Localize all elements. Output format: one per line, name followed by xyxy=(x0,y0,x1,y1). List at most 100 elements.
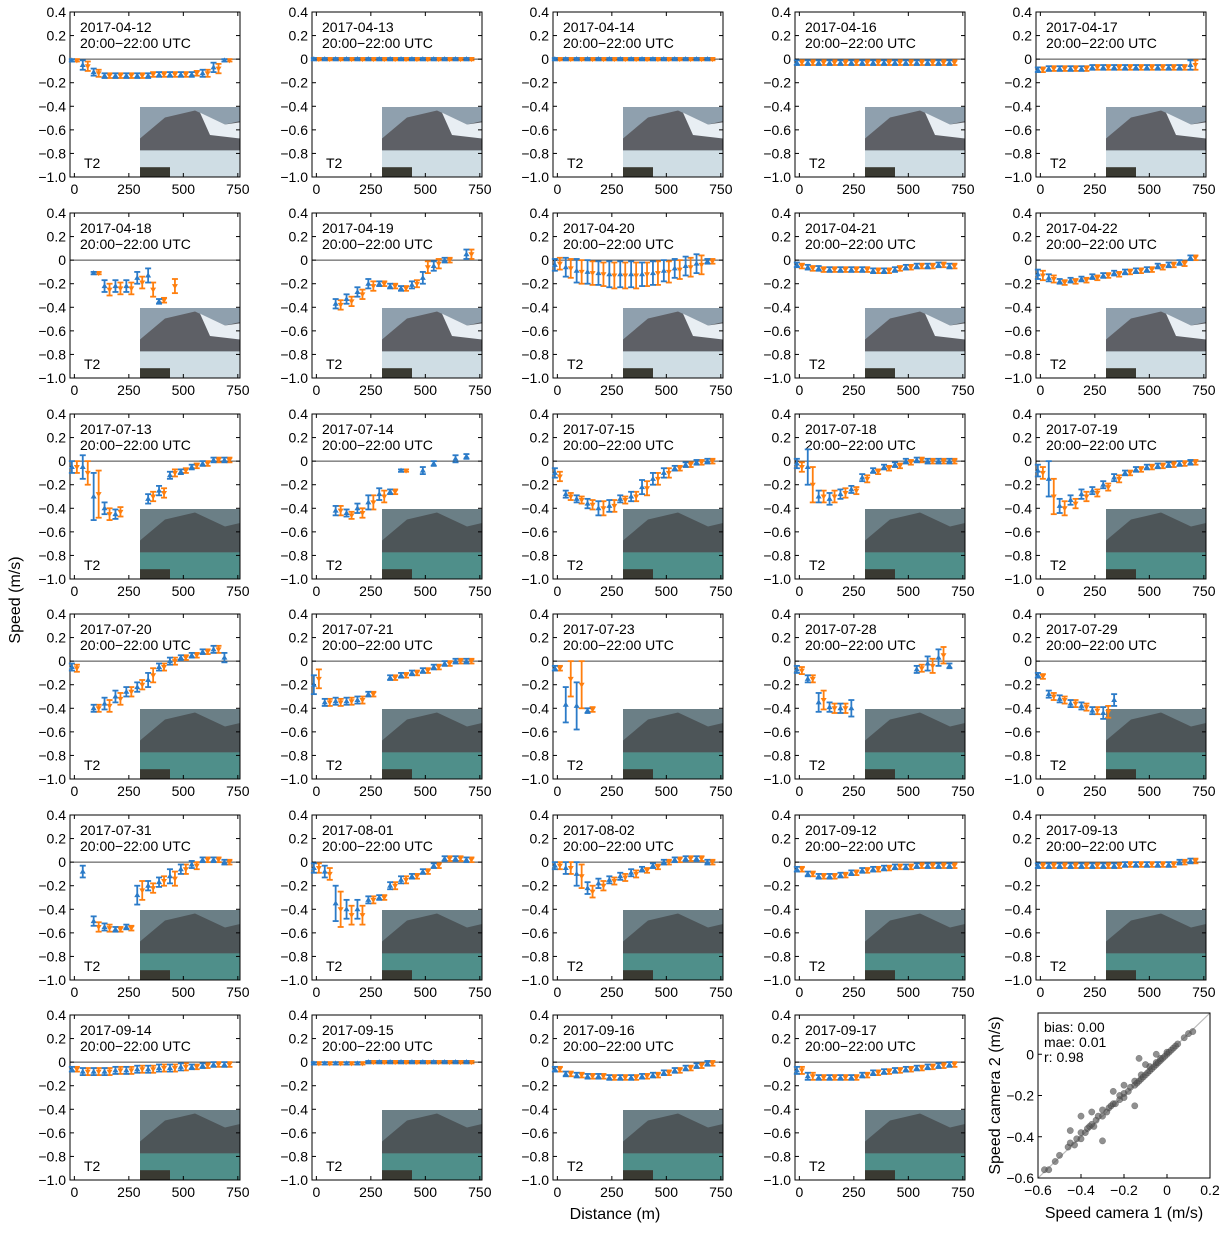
x-tick-label: 0 xyxy=(312,382,320,398)
camera2-marker xyxy=(886,60,893,66)
camera1-marker xyxy=(573,495,580,501)
camera2-marker xyxy=(698,460,705,466)
camera1-marker xyxy=(946,1061,953,1067)
camera2-marker xyxy=(1083,494,1090,500)
camera2-marker xyxy=(446,661,453,667)
camera1-marker xyxy=(1122,268,1129,274)
y-tick-label: 0.4 xyxy=(772,807,792,823)
x-tick-label: 250 xyxy=(117,783,141,799)
camera2-marker xyxy=(864,60,871,66)
camera1-marker xyxy=(1045,65,1052,71)
x-tick-label: 500 xyxy=(414,181,438,197)
camera2-marker xyxy=(161,879,168,884)
inset-photo-mountain xyxy=(623,512,723,553)
camera2-marker xyxy=(446,258,453,264)
y-tick-label: 0.2 xyxy=(47,831,67,847)
camera1-marker xyxy=(1056,862,1063,868)
inset-photo-rocks xyxy=(382,569,412,579)
scatter-point xyxy=(1120,1094,1128,1102)
inset-photo-mountain xyxy=(382,913,482,954)
panel-date: 2017-07-14 xyxy=(322,421,394,437)
panel-time-window: 20:00−22:00 UTC xyxy=(80,637,191,653)
camera1-marker xyxy=(354,697,361,703)
inset-photo-mountain xyxy=(1106,512,1206,553)
y-tick-label: −1.0 xyxy=(280,571,308,587)
x-tick-label: 750 xyxy=(468,583,492,599)
y-tick-label: −0.8 xyxy=(1004,747,1032,763)
camera1-marker xyxy=(321,868,328,874)
y-tick-label: 0.2 xyxy=(289,831,309,847)
camera1-marker xyxy=(221,654,228,660)
transect-label: T2 xyxy=(1050,155,1067,171)
x-tick-label: 0 xyxy=(1036,783,1044,799)
camera1-marker xyxy=(584,707,591,713)
camera1-marker xyxy=(639,1073,646,1079)
y-tick-label: −0.6 xyxy=(521,925,549,941)
camera1-marker xyxy=(1056,502,1063,508)
inset-photo-rocks xyxy=(140,1170,170,1180)
camera1-marker xyxy=(606,1074,613,1080)
camera2-marker xyxy=(831,1075,838,1081)
camera1-marker xyxy=(793,866,800,872)
camera1-marker xyxy=(1154,64,1161,70)
inset-photo-rocks xyxy=(140,569,170,579)
camera1-marker xyxy=(1067,277,1074,283)
camera1-marker xyxy=(617,873,624,879)
camera2-marker xyxy=(951,264,958,270)
panel-date: 2017-07-13 xyxy=(80,421,152,437)
scatter-point xyxy=(1056,1151,1063,1159)
x-tick-label: 500 xyxy=(172,984,196,1000)
camera1-marker xyxy=(946,862,953,868)
camera2-marker xyxy=(1181,261,1188,267)
panel-time-window: 20:00−22:00 UTC xyxy=(80,236,191,252)
camera2-marker xyxy=(139,888,146,894)
plot-frame xyxy=(552,11,724,178)
y-tick-label: −0.2 xyxy=(38,276,66,292)
camera1-marker xyxy=(1165,64,1172,70)
y-tick-label: −1.0 xyxy=(521,771,549,787)
camera1-marker xyxy=(902,863,909,869)
y-tick-label: −0.6 xyxy=(38,925,66,941)
camera2-marker xyxy=(842,267,849,273)
x-tick-label: 250 xyxy=(600,1184,624,1200)
camera2-marker xyxy=(842,1075,849,1081)
camera1-marker xyxy=(441,855,448,861)
camera1-marker xyxy=(704,258,711,264)
x-tick-label: 750 xyxy=(226,181,250,197)
plot-frame xyxy=(311,11,483,178)
y-tick-label: −0.2 xyxy=(1004,276,1032,292)
x-tick-label: 250 xyxy=(117,1184,141,1200)
x-tick-label: 250 xyxy=(600,984,624,1000)
y-tick-label: 0.2 xyxy=(1013,28,1033,44)
camera2-marker xyxy=(161,1066,168,1072)
y-tick-label: 0 xyxy=(1024,51,1032,67)
camera1-marker xyxy=(1176,859,1183,865)
camera2-marker xyxy=(315,57,322,63)
camera1-marker xyxy=(815,873,822,879)
camera2-marker xyxy=(875,60,882,66)
camera1-marker xyxy=(595,56,602,62)
camera2-marker xyxy=(698,856,705,862)
plot-frame xyxy=(311,1014,483,1181)
camera2-marker xyxy=(403,468,410,474)
x-tick-label: 0 xyxy=(312,783,320,799)
camera1-marker xyxy=(1165,261,1172,267)
x-tick-label: 500 xyxy=(1138,382,1162,398)
x-tick-label: 0 xyxy=(1036,181,1044,197)
y-tick-label: −1.0 xyxy=(763,571,791,587)
camera1-marker xyxy=(595,880,602,886)
subplot-2017-09-16: 0.40.20−0.2−0.4−0.6−0.8−1.00 250 500 750201… xyxy=(521,1007,732,1200)
x-tick-label: 0 xyxy=(1036,382,1044,398)
camera1-marker xyxy=(387,882,394,888)
camera2-marker xyxy=(171,876,178,882)
camera1-marker xyxy=(398,285,405,291)
y-tick-label: −0.6 xyxy=(1006,1170,1034,1186)
camera1-marker xyxy=(649,270,656,276)
subplot-2017-04-20: 0.40.20−0.2−0.4−0.6−0.8−1.00 250 500 750201… xyxy=(521,205,732,398)
camera1-marker xyxy=(68,57,75,63)
x-tick-label: 750 xyxy=(468,984,492,1000)
panel-time-window: 20:00−22:00 UTC xyxy=(322,35,433,51)
camera1-marker xyxy=(1132,267,1139,273)
subplot-2017-09-14: 0.40.20−0.2−0.4−0.6−0.8−1.00 250 500 750201… xyxy=(38,1007,249,1200)
y-tick-label: −1.0 xyxy=(280,169,308,185)
